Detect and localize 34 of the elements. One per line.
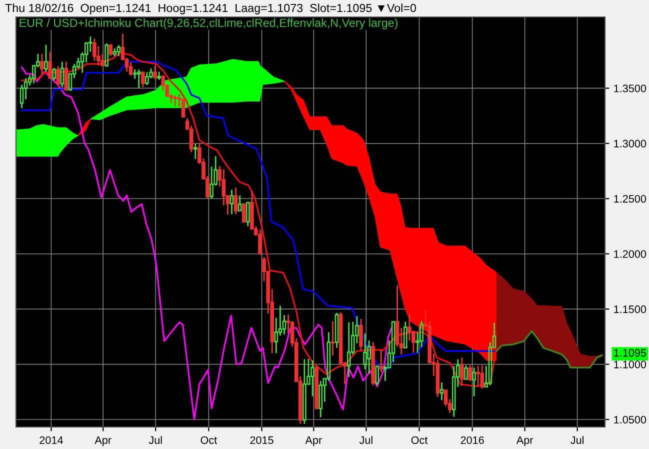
candlestick (452, 365, 456, 418)
line-series (496, 330, 603, 368)
candlestick (440, 382, 444, 401)
x-tick-label: Apr (305, 436, 322, 446)
candlestick (408, 312, 412, 342)
candlestick (330, 320, 335, 356)
y-tick-label: 1.1000 (614, 360, 646, 368)
y-tick-label: 1.0500 (614, 416, 646, 424)
chart-subtitle: EUR / USD+Ichimoku Chart(9,26,52,clLime,clRed,Effenvlak,N,Very large) (20, 18, 398, 30)
candlestick (230, 189, 234, 215)
y-tick-label: 1.2000 (614, 250, 646, 258)
x-tick-label: 2016 (460, 436, 484, 444)
x-tick-label: Apr (94, 436, 112, 446)
candlestick (274, 317, 278, 354)
candlestick (460, 356, 464, 387)
candlestick (346, 322, 351, 378)
candlestick (302, 358, 306, 425)
x-tick-label: Oct (411, 436, 428, 444)
y-tick-label: 1.3000 (614, 140, 646, 148)
candlestick (476, 365, 480, 387)
y-tick-label: 1.3500 (614, 84, 646, 92)
candlestick (222, 168, 226, 206)
y-tick-label: 1.2500 (614, 195, 646, 203)
annotation: 1.1095 (614, 349, 646, 357)
x-tick-label: 2015 (250, 436, 274, 444)
x-tick-label: Oct (200, 436, 218, 444)
y-tick-label: 1.1500 (614, 305, 646, 314)
x-tick-label: 2014 (40, 436, 63, 444)
x-tick-label: Jul (570, 436, 584, 444)
x-tick-label: Apr (516, 436, 534, 446)
x-tick-label: Jul (148, 436, 162, 444)
x-tick-label: Jul (359, 436, 372, 444)
candlestick (371, 342, 375, 386)
chart-title: Thu 18/02/16 Open=1.1241 Hoog=1.1241 Laag=1.1073 Slot=1.1095 ▼Vol=0 (5, 4, 416, 14)
